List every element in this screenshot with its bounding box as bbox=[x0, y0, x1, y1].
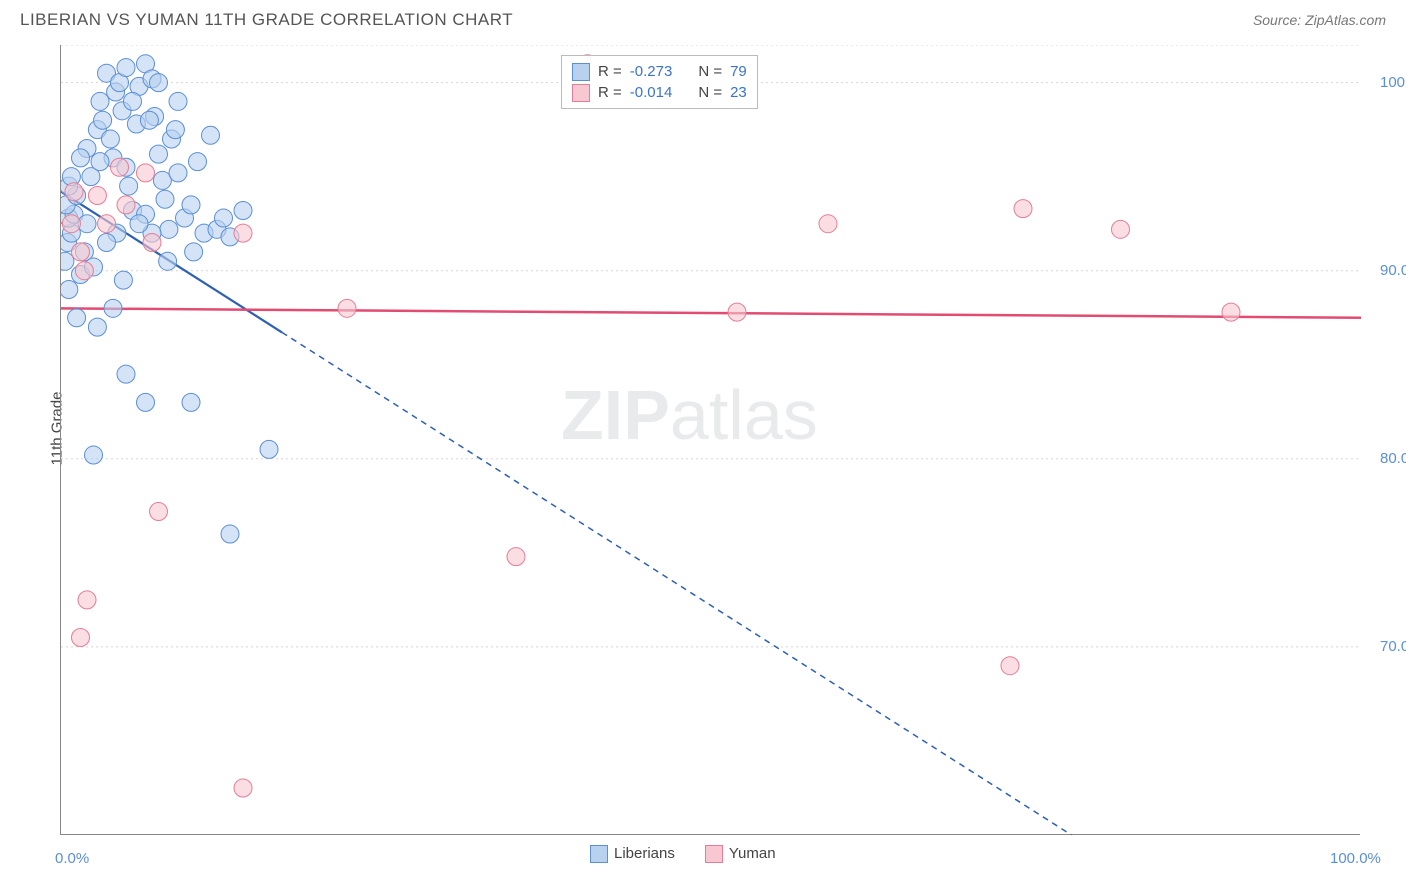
y-tick-label: 100.0% bbox=[1380, 74, 1406, 91]
legend-r-label: R = bbox=[598, 82, 622, 103]
legend-n-label: N = bbox=[698, 61, 722, 82]
x-tick-label: 100.0% bbox=[1330, 850, 1381, 867]
series-legend-item: Liberians bbox=[590, 845, 675, 863]
x-tick-label: 0.0% bbox=[55, 850, 89, 867]
y-tick-label: 90.0% bbox=[1380, 262, 1406, 279]
legend-n-value: 23 bbox=[730, 82, 747, 103]
chart-title: LIBERIAN VS YUMAN 11TH GRADE CORRELATION… bbox=[20, 10, 513, 30]
legend-n-value: 79 bbox=[730, 61, 747, 82]
legend-r-label: R = bbox=[598, 61, 622, 82]
legend-swatch bbox=[705, 845, 723, 863]
series-legend-item: Yuman bbox=[705, 845, 776, 863]
legend-swatch bbox=[572, 63, 590, 81]
chart-source: Source: ZipAtlas.com bbox=[1253, 12, 1386, 28]
plot-area: ZIPatlas R = -0.273N = 79R = -0.014N = 2… bbox=[60, 45, 1360, 835]
series-legend: Liberians Yuman bbox=[590, 845, 776, 863]
series-legend-label: Liberians bbox=[614, 845, 675, 862]
chart-svg bbox=[61, 45, 1361, 835]
stats-legend-row: R = -0.014 N = 23 bbox=[572, 82, 747, 103]
chart-container: ZIPatlas R = -0.273N = 79R = -0.014N = 2… bbox=[60, 45, 1360, 835]
legend-swatch bbox=[572, 84, 590, 102]
legend-r-value: -0.273 bbox=[630, 61, 673, 82]
stats-legend-row: R = -0.273 N = 79 bbox=[572, 61, 747, 82]
chart-header: LIBERIAN VS YUMAN 11TH GRADE CORRELATION… bbox=[0, 0, 1406, 35]
y-tick-label: 80.0% bbox=[1380, 450, 1406, 467]
legend-swatch bbox=[590, 845, 608, 863]
stats-legend: R = -0.273 N = 79 R = -0.014 N = 23 bbox=[561, 55, 758, 109]
series-legend-label: Yuman bbox=[729, 845, 776, 862]
y-tick-label: 70.0% bbox=[1380, 638, 1406, 655]
legend-r-value: -0.014 bbox=[630, 82, 673, 103]
legend-n-label: N = bbox=[698, 82, 722, 103]
